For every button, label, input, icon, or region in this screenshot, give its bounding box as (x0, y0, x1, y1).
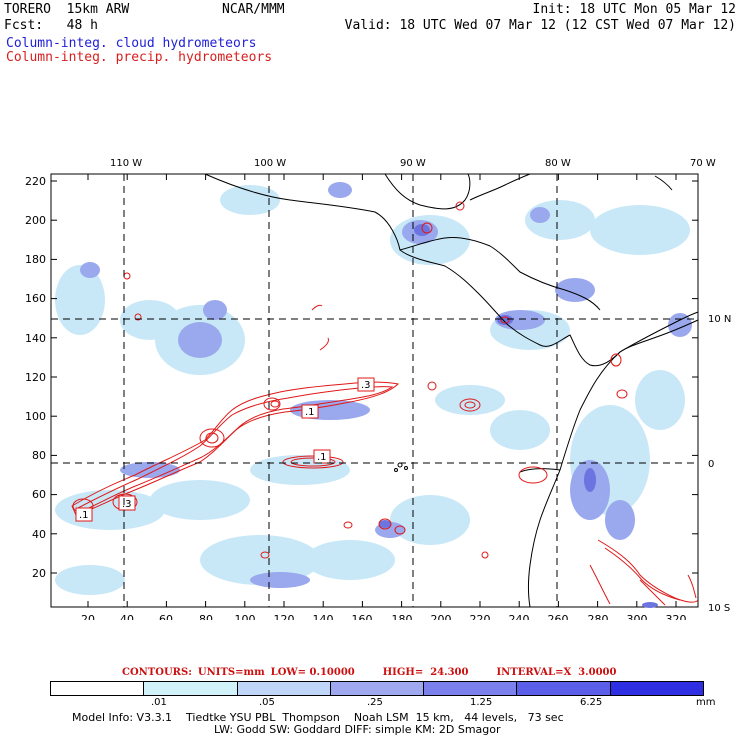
x-label: 120 (274, 613, 295, 620)
x-label: 240 (509, 613, 530, 620)
longitude-labels: 110 W 100 W 90 W 80 W 70 W (110, 158, 716, 169)
x-label: 40 (120, 613, 134, 620)
y-label: 180 (25, 253, 46, 266)
x-label: 100 (235, 613, 256, 620)
y-label: 140 (25, 332, 46, 345)
contour-label: .1 (317, 452, 327, 463)
plot-area: .1 .3 .1 .1 .3 (50, 173, 699, 608)
latitude-labels: 10 N 0 10 S (708, 314, 731, 614)
forecast-map: 110 W 100 W 90 W 80 W 70 W 10 N 0 10 S (25, 158, 731, 620)
axis-ticks (51, 174, 698, 607)
legend-cloud: Column-integ. cloud hydrometeors (6, 36, 257, 51)
init-time: Init: 18 UTC Mon 05 Mar 12 (532, 2, 737, 17)
colorbar-segment (144, 682, 238, 695)
lat-label: 0 (708, 459, 714, 470)
x-axis-labels: 20 40 60 80 100 120 140 160 180 200 220 … (81, 613, 687, 620)
legend-precip: Column-integ. precip. hydrometeors (6, 50, 273, 65)
x-label: 160 (352, 613, 373, 620)
x-label: 140 (313, 613, 334, 620)
y-label: 80 (32, 449, 46, 462)
forecast-hour: Fcst: 48 h (4, 18, 98, 33)
colorbar-segment (51, 682, 145, 695)
x-label: 260 (548, 613, 569, 620)
colorbar-tick: .05 (259, 697, 275, 708)
lat-label: 10 N (708, 314, 731, 325)
y-label: 220 (25, 175, 46, 188)
contour-label: .3 (122, 499, 132, 510)
contours-info: CONTOURS: UNITS=mm LOW= 0.10000 HIGH= 24.30… (122, 666, 644, 680)
center-name: NCAR/MMM (222, 2, 285, 17)
colorbar-segment (237, 682, 331, 695)
lon-label: 70 W (690, 158, 716, 169)
contour-labels: .1 .3 .1 .1 .3 (75, 377, 375, 522)
contours-interval: INTERVAL=X 3.0000 (496, 667, 617, 678)
colorbar-tick: .25 (367, 697, 383, 708)
colorbar-tick: 6.25 (580, 697, 603, 708)
precip-contours (71, 201, 699, 606)
contour-label: .1 (305, 407, 315, 418)
contour-label: .1 (79, 510, 89, 521)
coastline (204, 173, 699, 608)
x-label: 280 (588, 613, 609, 620)
y-label: 200 (25, 214, 46, 227)
x-label: 200 (431, 613, 452, 620)
model-title: TORERO 15km ARW (4, 2, 130, 17)
x-label: 220 (470, 613, 491, 620)
y-label: 60 (32, 488, 46, 501)
contour-label: .3 (361, 380, 371, 391)
y-axis-labels: 220 200 180 160 140 120 100 80 60 40 20 (25, 175, 46, 580)
model-info-line1: Model Info: V3.3.1 Tiedtke YSU PBL Thomp… (72, 711, 564, 724)
x-label: 20 (81, 613, 95, 620)
colorbar-tick: 1.25 (470, 697, 493, 708)
y-label: 100 (25, 410, 46, 423)
y-label: 160 (25, 292, 46, 305)
model-info-line2: LW: Godd SW: Goddard DIFF: simple KM: 2D… (214, 723, 501, 736)
colorbar-tick: .01 (151, 697, 167, 708)
lon-label: 90 W (400, 158, 426, 169)
x-label: 180 (392, 613, 413, 620)
y-label: 20 (32, 567, 46, 580)
y-label: 40 (32, 528, 46, 541)
colorbar-segment (610, 682, 703, 695)
lon-label: 100 W (254, 158, 286, 169)
x-label: 60 (159, 613, 173, 620)
colorbar-segment (330, 682, 425, 695)
x-label: 80 (199, 613, 213, 620)
colorbar-segment (424, 682, 518, 695)
color-bar (50, 681, 704, 696)
contours-units: UNITS=mm (197, 667, 265, 678)
x-label: 320 (666, 613, 687, 620)
contours-label: CONTOURS: (122, 667, 192, 678)
contours-low: LOW= 0.10000 (270, 667, 355, 678)
graticule (51, 174, 698, 607)
colorbar-segment (517, 682, 611, 695)
contours-high: HIGH= 24.300 (382, 667, 469, 678)
valid-time: Valid: 18 UTC Wed 07 Mar 12 (12 CST Wed … (344, 18, 736, 33)
y-label: 120 (25, 371, 46, 384)
lon-label: 110 W (110, 158, 142, 169)
x-label: 300 (627, 613, 648, 620)
lat-label: 10 S (708, 603, 730, 614)
colorbar-unit: mm (696, 697, 716, 708)
lon-label: 80 W (545, 158, 571, 169)
